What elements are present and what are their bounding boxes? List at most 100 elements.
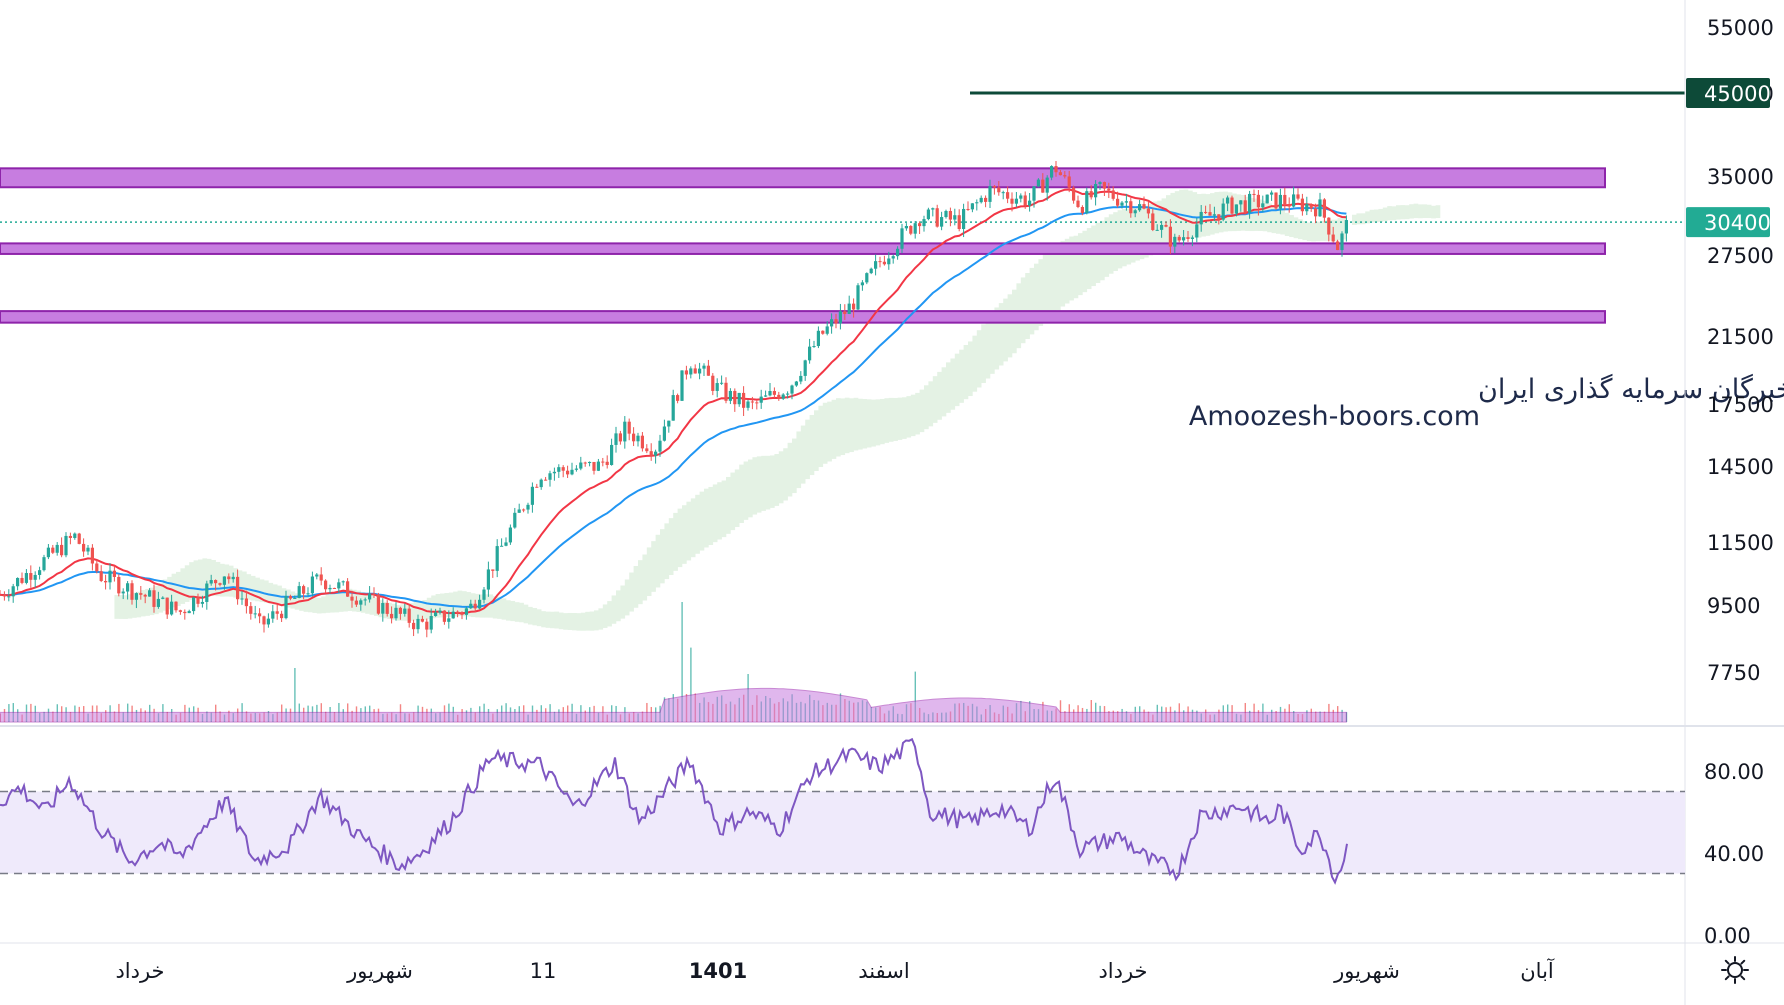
candle-body xyxy=(618,433,622,442)
candle-body xyxy=(16,577,20,587)
cloud-segment xyxy=(880,398,885,445)
candle-body xyxy=(1050,166,1054,178)
volume-bar xyxy=(690,647,692,722)
candle-body xyxy=(1155,229,1159,231)
candle-body xyxy=(121,591,125,594)
cloud-segment xyxy=(1130,207,1136,263)
cloud-segment xyxy=(1374,209,1379,223)
cloud-segment xyxy=(382,601,388,619)
cloud-segment xyxy=(673,512,678,571)
price-tick-label: 21500 xyxy=(1707,325,1774,349)
candle-body xyxy=(962,208,966,229)
candle-body xyxy=(425,621,429,630)
cloud-segment xyxy=(1391,206,1397,221)
watermark: انجمن خبرگان سرمایه گذاری ایران Amoozesh… xyxy=(1189,373,1784,432)
candle-body xyxy=(1252,193,1256,195)
price-tick-label: 14500 xyxy=(1707,455,1774,479)
time-axis[interactable]: خرداد شهریور 11 1401 اسفند خرداد شهریور آبان xyxy=(115,958,1554,983)
candle-body xyxy=(750,401,754,403)
candle-body xyxy=(803,360,807,376)
cloud-segment xyxy=(250,575,256,601)
cloud-segment xyxy=(154,585,159,615)
cloud-segment xyxy=(167,576,172,610)
cloud-segment xyxy=(1003,298,1008,362)
cloud-segment xyxy=(211,560,216,596)
candle-body xyxy=(926,209,930,220)
candle-body xyxy=(258,613,262,617)
candle-body xyxy=(398,607,402,614)
candle-body xyxy=(280,613,284,619)
cloud-segment xyxy=(374,597,379,616)
cloud-segment xyxy=(1352,214,1357,225)
cloud-segment xyxy=(1404,205,1410,220)
rsi-tick-label: 0.00 xyxy=(1704,924,1751,948)
candle-body xyxy=(152,590,156,607)
cloud-segment xyxy=(1051,247,1057,314)
cloud-segment xyxy=(242,571,247,599)
cloud-segment xyxy=(594,610,599,631)
candle-body xyxy=(715,383,719,391)
cloud-segment xyxy=(1426,204,1432,219)
candle-body xyxy=(1063,175,1067,177)
cloud-segment xyxy=(655,534,661,588)
candle-body xyxy=(143,594,147,597)
candle-body xyxy=(737,392,741,405)
candle-body xyxy=(82,543,86,552)
candle-body xyxy=(112,570,116,577)
zone-3[interactable] xyxy=(0,310,1606,324)
cloud-segment xyxy=(611,595,617,624)
candle-body xyxy=(816,330,820,347)
candle-body xyxy=(275,611,279,614)
cloud-segment xyxy=(396,605,401,621)
candle-body xyxy=(1292,194,1296,207)
cloud-segment xyxy=(968,341,973,397)
candle-body xyxy=(1340,233,1344,251)
candle-body xyxy=(896,248,900,257)
cloud-segment xyxy=(246,574,252,600)
settings-gear-button[interactable] xyxy=(1718,953,1752,987)
zone-1[interactable] xyxy=(0,167,1606,189)
candle-body xyxy=(429,616,433,630)
candle-body xyxy=(1146,208,1150,214)
candle-body xyxy=(108,570,112,583)
candle-body xyxy=(900,228,904,249)
cloud-segment xyxy=(1117,210,1123,269)
cloud-segment xyxy=(818,405,824,468)
cloud-segment xyxy=(510,600,516,622)
cloud-segment xyxy=(602,604,608,628)
candle-body xyxy=(416,618,420,630)
candle-body xyxy=(1274,192,1278,209)
cloud-segment xyxy=(770,455,775,508)
candle-body xyxy=(0,594,2,596)
cloud-segment xyxy=(748,459,753,518)
cloud-segment xyxy=(1029,267,1035,335)
candle-body xyxy=(504,542,508,546)
cloud-segment xyxy=(1091,225,1096,287)
candle-body xyxy=(632,433,636,442)
cloud-segment xyxy=(550,611,555,629)
cloud-segment xyxy=(580,612,586,631)
cloud-segment xyxy=(624,579,630,616)
candle-body xyxy=(1190,237,1194,239)
cloud-segment xyxy=(1276,207,1281,234)
cloud-segment xyxy=(787,442,793,497)
candle-body xyxy=(231,576,235,580)
price-axis[interactable]: 55000 45000 35000 27500 21500 17500 14500 11500… xyxy=(1707,16,1774,685)
candle-body xyxy=(1094,183,1098,198)
candle-body xyxy=(7,596,11,598)
cloud-segment xyxy=(202,558,208,597)
candle-body xyxy=(1327,217,1331,235)
cloud-segment xyxy=(506,600,511,621)
candle-body xyxy=(486,569,490,590)
candle-body xyxy=(1102,182,1106,189)
cloud-segment xyxy=(176,571,181,607)
cloud-segment xyxy=(140,589,146,617)
price-tick-label: 7750 xyxy=(1707,661,1760,685)
cloud-segment xyxy=(1324,220,1330,241)
candle-body xyxy=(117,576,121,594)
candle-body xyxy=(874,261,878,269)
cloud-segment xyxy=(1289,215,1294,238)
candle-body xyxy=(544,479,548,481)
zone-2[interactable] xyxy=(0,242,1606,255)
